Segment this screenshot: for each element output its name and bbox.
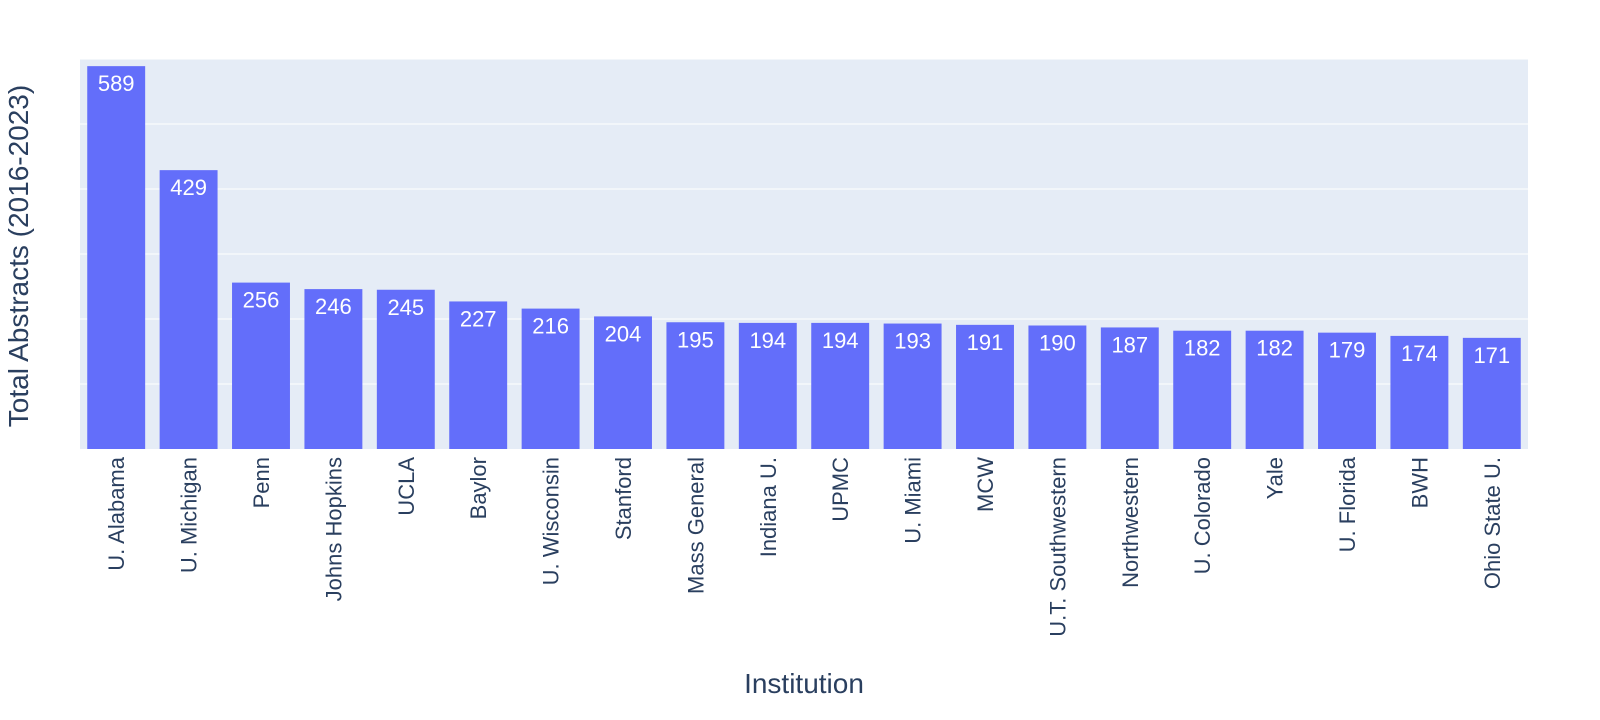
x-tick-label: U. Florida	[1335, 456, 1360, 552]
x-tick-label: Stanford	[611, 457, 636, 540]
bar-value-label: 256	[243, 288, 280, 313]
bar	[1173, 330, 1232, 449]
y-axis-title: Total Abstracts (2016-2023)	[3, 85, 34, 427]
bar	[304, 289, 363, 449]
x-tick-label: UPMC	[828, 457, 853, 522]
bar-value-label: 193	[894, 329, 931, 354]
bar-value-label: 171	[1473, 343, 1510, 368]
bar-value-labels: 589 429 256 246 245 227 216 204 195 194 194 193 191 1…	[98, 71, 1510, 368]
bar	[521, 308, 580, 449]
bar	[1028, 325, 1087, 449]
bar-value-label: 589	[98, 71, 135, 96]
bar	[811, 322, 870, 449]
bar-value-label: 182	[1184, 336, 1221, 361]
x-tick-label: MCW	[973, 457, 998, 512]
bar	[666, 322, 725, 449]
bar-value-label: 245	[387, 295, 424, 320]
bar	[594, 316, 652, 449]
bar-value-label: 216	[532, 314, 569, 339]
bar	[1462, 337, 1521, 449]
bar-value-label: 246	[315, 294, 352, 319]
x-tick-label: Johns Hopkins	[321, 457, 346, 601]
bar	[1245, 330, 1304, 449]
x-tick-label: Penn	[249, 457, 274, 508]
bar-value-label: 195	[677, 327, 714, 352]
bar-value-label: 174	[1401, 341, 1438, 366]
x-tick-label: U. Michigan	[177, 457, 202, 573]
bar	[1318, 332, 1376, 449]
x-tick-label: Indiana U.	[756, 457, 781, 557]
bar-value-label: 190	[1039, 331, 1076, 356]
bar-value-label: 191	[967, 330, 1004, 355]
bar-value-label: 429	[170, 175, 207, 200]
bar	[232, 282, 290, 449]
x-axis-title: Institution	[744, 668, 864, 699]
x-tick-label: Mass General	[683, 457, 708, 594]
bar-value-label: 187	[1111, 332, 1148, 357]
bar-value-label: 182	[1256, 336, 1293, 361]
bar	[449, 301, 508, 449]
bar-value-label: 204	[605, 321, 642, 346]
bar	[376, 289, 435, 449]
x-tick-label: Northwestern	[1118, 457, 1143, 588]
x-tick-label: UCLA	[394, 457, 419, 516]
x-tick-label: BWH	[1407, 457, 1432, 508]
x-tick-label: U. Colorado	[1190, 457, 1215, 574]
x-tick-label: U. Miami	[901, 457, 926, 544]
bar	[87, 66, 146, 450]
bar-value-label: 194	[822, 328, 859, 353]
bar	[883, 323, 942, 449]
bars	[87, 66, 1521, 450]
x-tick-label: Ohio State U.	[1480, 457, 1505, 589]
bar	[1100, 327, 1159, 449]
bar-value-label: 179	[1329, 338, 1366, 363]
bar-value-label: 227	[460, 306, 497, 331]
bar-value-label: 194	[749, 328, 786, 353]
x-tick-label: U. Alabama	[104, 456, 129, 570]
x-tick-label: U. Wisconsin	[539, 457, 564, 585]
x-tick-label: U.T. Southwestern	[1045, 457, 1070, 637]
bar	[1390, 335, 1449, 449]
bar	[159, 170, 218, 449]
x-tick-label: Baylor	[466, 457, 491, 519]
bar	[738, 322, 797, 449]
x-tick-label: Yale	[1263, 457, 1288, 499]
x-tick-labels: U. Alabama U. Michigan Penn Johns Hopkins UC…	[104, 456, 1505, 637]
bar	[956, 324, 1014, 449]
